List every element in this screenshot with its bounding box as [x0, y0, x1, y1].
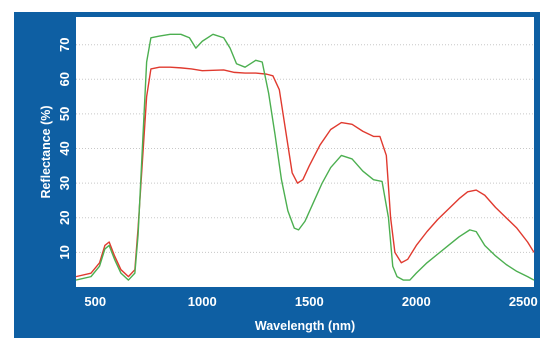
y-axis-title: Reflectance (%) — [39, 105, 53, 198]
y-tick-label: 70 — [57, 37, 72, 51]
y-tick-label: 20 — [57, 211, 72, 225]
gridlines — [76, 44, 534, 253]
y-tick-labels: 10 20 30 40 50 60 70 — [57, 37, 72, 259]
x-tick-label: 500 — [84, 294, 106, 309]
y-tick-label: 60 — [57, 72, 72, 86]
y-tick-label: 50 — [57, 107, 72, 121]
series-line-2 — [75, 33, 535, 281]
x-tick-labels: 500 1000 1500 2000 2500 — [84, 294, 537, 309]
y-tick-label: 10 — [57, 245, 72, 259]
x-tick-label: 2000 — [402, 294, 431, 309]
y-tick-label: 40 — [57, 141, 72, 155]
plot-area — [76, 17, 534, 287]
x-tick-label: 2500 — [509, 294, 538, 309]
series-group — [75, 33, 535, 281]
x-axis-title: Wavelength (nm) — [255, 319, 355, 333]
y-tick-label: 30 — [57, 176, 72, 190]
x-tick-label: 1500 — [295, 294, 324, 309]
x-tick-label: 1000 — [188, 294, 217, 309]
